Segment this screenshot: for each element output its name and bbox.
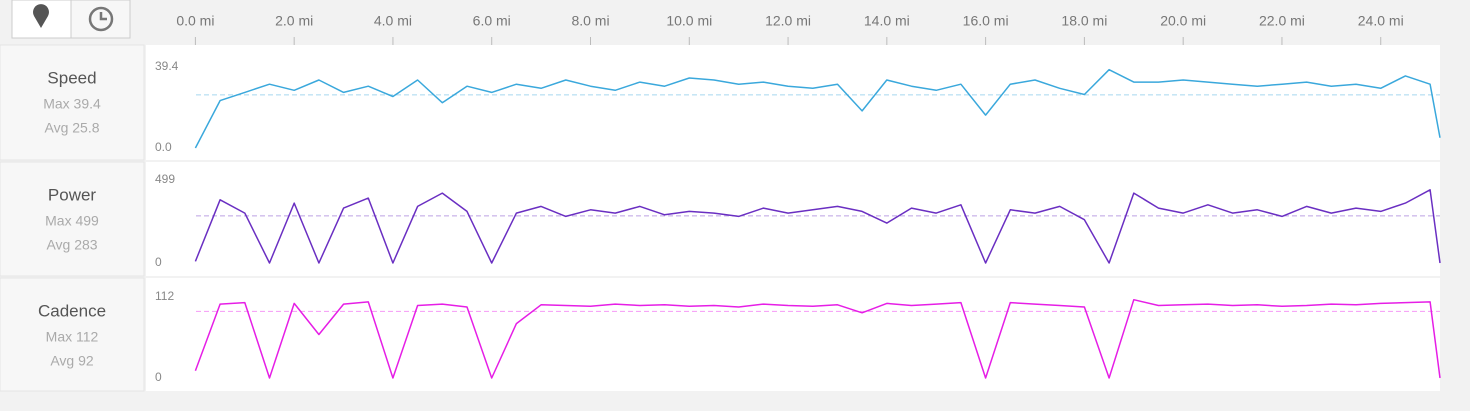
metric-avg: Avg 283 [46, 237, 97, 253]
metric-name: Power [48, 185, 97, 204]
metric-name: Cadence [38, 301, 106, 320]
x-tick-label: 4.0 mi [374, 13, 412, 29]
x-tick-label: 8.0 mi [571, 13, 609, 29]
label-panel [0, 161, 145, 277]
x-tick-label: 20.0 mi [1160, 13, 1206, 29]
x-tick-label: 2.0 mi [275, 13, 313, 29]
y-tick-label: 112 [155, 289, 174, 303]
plot-panel [146, 45, 1440, 160]
label-panel [0, 44, 145, 161]
pin-icon [33, 4, 49, 28]
clock-icon [88, 6, 114, 32]
y-tick-label: 39.4 [155, 59, 179, 73]
metric-max: Max 112 [46, 329, 99, 345]
x-tick-label: 22.0 mi [1259, 13, 1305, 29]
y-tick-label: 0 [155, 370, 162, 384]
x-tick-label: 6.0 mi [473, 13, 511, 29]
y-tick-label: 0.0 [155, 140, 172, 154]
plot-panel [146, 162, 1440, 276]
data-line [194, 189, 1441, 264]
y-tick-label: 499 [155, 172, 175, 186]
metric-max: Max 499 [45, 213, 99, 229]
metric-avg: Avg 25.8 [44, 120, 99, 136]
label-panel [0, 277, 145, 392]
data-line [194, 68, 1441, 149]
y-tick-label: 0 [155, 255, 162, 269]
x-tick-label: 24.0 mi [1358, 13, 1404, 29]
x-tick-label: 18.0 mi [1061, 13, 1107, 29]
plot-panel [146, 278, 1440, 391]
x-tick-label: 0.0 mi [176, 13, 214, 29]
metric-avg: Avg 92 [50, 353, 94, 369]
clock-hands [99, 12, 107, 21]
x-tick-label: 12.0 mi [765, 13, 811, 29]
metric-name: Speed [47, 68, 96, 87]
x-tick-label: 10.0 mi [666, 13, 712, 29]
metric-max: Max 39.4 [43, 96, 101, 112]
x-tick-label: 16.0 mi [963, 13, 1009, 29]
x-tick-label: 14.0 mi [864, 13, 910, 29]
data-line [194, 298, 1441, 379]
